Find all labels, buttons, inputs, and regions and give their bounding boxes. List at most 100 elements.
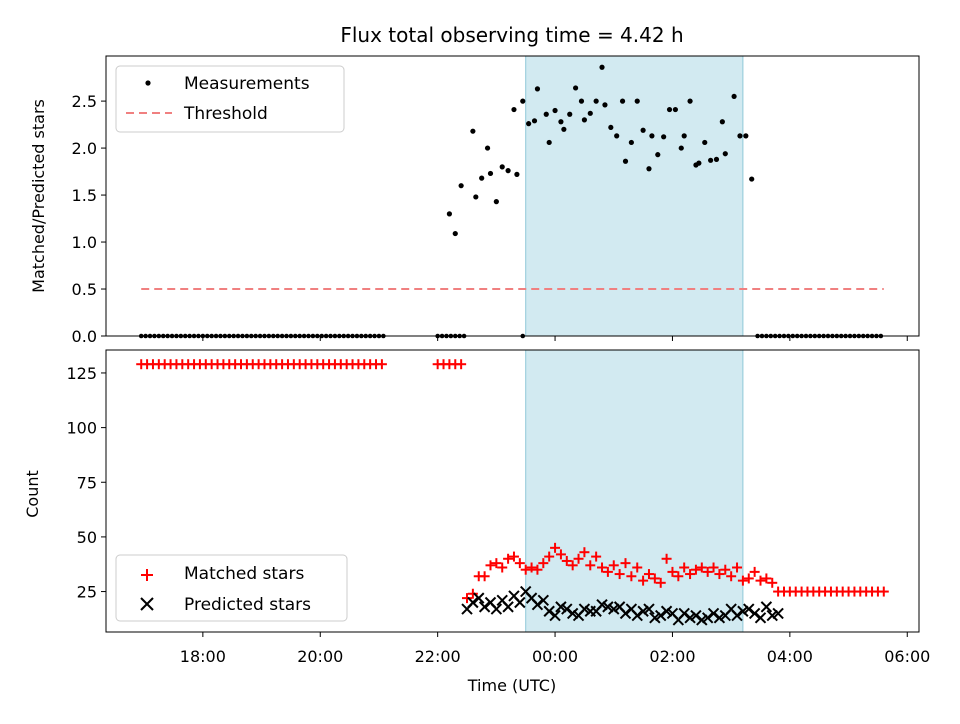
measurement-point (526, 121, 532, 127)
measurement-point (470, 128, 476, 134)
legend-predicted-label: Predicted stars (184, 595, 311, 615)
measurement-point (687, 98, 693, 104)
y-tick-label: 75 (77, 473, 97, 492)
measurement-point (622, 158, 629, 164)
legend-matched-marker (141, 569, 153, 581)
measurement-point (608, 124, 614, 131)
predicted-star-point (772, 607, 784, 620)
predicted-star-point (502, 601, 514, 613)
matched-star-point (767, 577, 778, 588)
measurement-point (493, 199, 499, 205)
measurement-point (567, 111, 573, 117)
matched-star-point (514, 558, 525, 569)
matched-star-point (702, 566, 713, 577)
matched-star-point (638, 575, 649, 586)
matched-star-point (679, 562, 690, 573)
measurement-point (678, 145, 684, 151)
predicted-star-point (743, 603, 755, 615)
measurement-point (514, 171, 520, 177)
matched-star-point (491, 558, 502, 569)
measurement-point (534, 86, 541, 92)
x-tick-label: 06:00 (884, 647, 930, 666)
matched-star-point (467, 588, 478, 599)
top-shaded-span (525, 55, 744, 337)
measurement-point (552, 107, 558, 114)
matched-star-point (749, 566, 760, 577)
measurement-point (640, 127, 646, 133)
legend-measurements-marker (145, 80, 151, 86)
measurement-point (599, 64, 605, 70)
bottom-axes-frame (105, 349, 920, 633)
predicted-star-point (467, 596, 479, 609)
measurement-point (722, 151, 728, 157)
measurement-point (484, 145, 491, 151)
y-tick-label: 1.0 (72, 233, 97, 252)
measurement-point (649, 133, 655, 139)
x-axis-label: Time (UTC) (467, 676, 556, 695)
matched-star-point (567, 560, 578, 571)
y-tick-label: 0.5 (72, 280, 97, 299)
matched-star-point (479, 571, 490, 582)
y-tick-label: 0.0 (72, 327, 97, 346)
measurement-point (479, 175, 485, 181)
matched-star-point (579, 547, 590, 558)
x-tick-label: 18:00 (180, 647, 226, 666)
measurement-point (655, 152, 661, 158)
predicted-star-point (678, 607, 690, 620)
matched-star-point (667, 566, 678, 577)
chart-title: Flux total observing time = 4.42 h (340, 23, 683, 47)
bottom-panel: 25 50 75 100 125 18:00 20:00 22:00 00:00 02:00 04… (23, 349, 930, 695)
predicted-star-point (473, 592, 485, 604)
measurement-point (661, 134, 667, 140)
measurement-point (743, 133, 749, 139)
x-tick-label: 00:00 (532, 647, 578, 666)
matched-star-point (456, 359, 467, 370)
top-x-ticks (202, 336, 908, 341)
predicted-star-point (655, 609, 667, 622)
matched-star-point (555, 549, 566, 560)
predicted-star-point (643, 603, 655, 615)
matched-star-point (591, 551, 602, 562)
bottom-y-axis-label: Count (23, 470, 42, 518)
measurement-point (696, 160, 702, 166)
bottom-y-ticks: 25 50 75 100 125 (66, 364, 106, 602)
matched-star-point (597, 562, 608, 573)
y-tick-label: 100 (66, 419, 97, 438)
predicted-star-point (561, 603, 573, 615)
predicted-star-point (760, 601, 773, 613)
measurement-point (587, 110, 593, 116)
top-panel: 0.0 0.5 1.0 1.5 2.0 2.5 Flux total observing … (29, 23, 920, 346)
matched-star-point (620, 558, 631, 569)
x-tick-label: 22:00 (415, 647, 461, 666)
predicted-star-point (478, 601, 491, 613)
measurement-point (578, 98, 585, 104)
legend-measurements-label: Measurements (184, 74, 310, 94)
x-tick-label: 02:00 (649, 647, 695, 666)
predicted-star-point (619, 607, 632, 620)
matched-star-point (690, 564, 701, 575)
matched-star-point (632, 562, 643, 573)
measurement-point (505, 168, 511, 174)
matched-star-point (643, 569, 654, 580)
measurement-point (593, 98, 599, 104)
measurement-point (713, 156, 720, 162)
measurement-point (487, 170, 494, 177)
predicted-star-point (701, 612, 714, 624)
predicted-star-point (754, 612, 767, 624)
legend-predicted-marker (140, 597, 154, 611)
bottom-legend-box (115, 554, 348, 622)
matched-star-point (508, 551, 519, 562)
predicted-star-point (631, 609, 643, 622)
predicted-star-point (490, 603, 503, 615)
measurement-point (452, 230, 458, 237)
matched-star-point (538, 558, 549, 569)
y-tick-label: 2.0 (72, 139, 97, 158)
matched-star-point (573, 553, 584, 564)
matched-star-point (544, 551, 555, 562)
matched-star-point (661, 553, 672, 564)
measurement-point (628, 139, 634, 146)
top-axes-frame (105, 55, 920, 337)
measurement-point (561, 126, 567, 132)
predicted-star-point (690, 609, 702, 622)
matched-star-point (614, 569, 625, 580)
